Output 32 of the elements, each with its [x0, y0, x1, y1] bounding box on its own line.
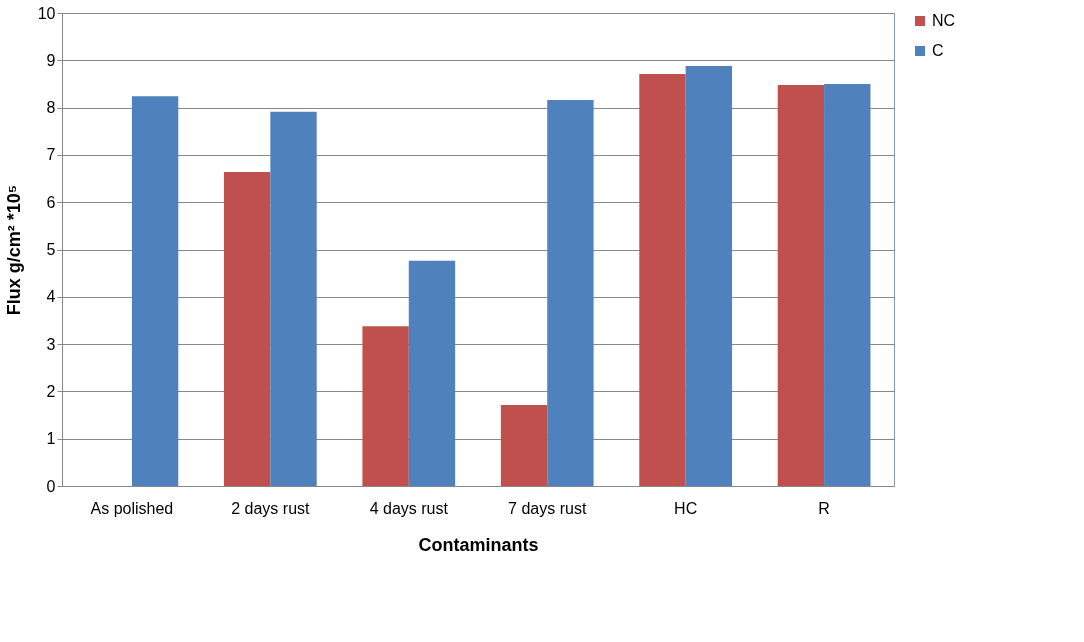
x-tick-label: 2 days rust [231, 499, 311, 517]
bar [547, 100, 594, 486]
bar [685, 65, 733, 486]
legend-label: C [932, 42, 944, 59]
y-tick-label: 6 [46, 193, 56, 211]
y-tick-label: 1 [46, 430, 56, 448]
bar [777, 84, 825, 486]
bar [223, 171, 271, 486]
y-axis-title: Flux g/cm² *10⁵ [3, 184, 24, 316]
x-tick-label: 7 days rust [508, 499, 587, 517]
y-tick-label: 0 [46, 477, 56, 495]
bar [639, 74, 686, 486]
y-tick-label: 3 [46, 335, 56, 353]
y-tick-label: 7 [46, 146, 56, 164]
y-tick-label: 9 [46, 51, 56, 69]
y-tick-label: 4 [46, 288, 56, 306]
x-tick-label: R [818, 499, 830, 517]
x-tick-label: 4 days rust [369, 499, 449, 517]
bar [824, 83, 871, 486]
bar [270, 111, 317, 486]
x-axis-title: Contaminants [418, 534, 539, 555]
y-tick-label: 8 [46, 99, 56, 117]
bar [131, 96, 179, 486]
y-tick-label: 10 [37, 4, 56, 22]
x-tick-label: HC [674, 499, 698, 517]
y-tick-label: 2 [46, 382, 56, 400]
legend-label: NC [932, 12, 956, 29]
bar [362, 326, 409, 486]
y-tick-label: 5 [46, 241, 56, 258]
bar [500, 405, 548, 486]
x-tick-label: As polished [90, 499, 174, 517]
bar [408, 260, 456, 486]
